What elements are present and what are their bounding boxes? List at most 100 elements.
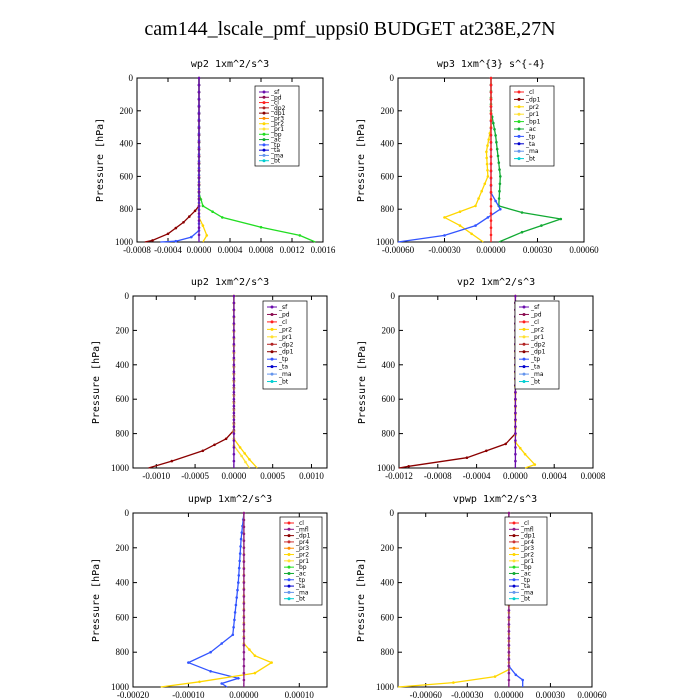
series-point-tp — [209, 670, 212, 673]
series-point-cl — [489, 212, 493, 215]
y-axis-label: Pressure [hPa] — [91, 558, 102, 642]
series-point-ac — [499, 175, 502, 178]
legend-marker — [517, 134, 521, 138]
series-point-pr2 — [248, 648, 251, 651]
series-point-sf — [232, 459, 236, 463]
panel-3: up2 1xm^2/s^3 Pressure [hPa] 0 200 400 600 800… — [91, 277, 328, 481]
panel-title: wp3 1xm^{3} s^{-4} — [437, 59, 545, 70]
series-point-sf — [197, 112, 201, 115]
series-point-sf — [197, 126, 201, 130]
series-point-mfl — [242, 678, 246, 682]
legend-marker — [270, 327, 274, 331]
legend-marker — [287, 534, 291, 538]
legend-marker — [287, 578, 291, 582]
legend-marker — [262, 122, 266, 126]
series-point-sf — [197, 140, 201, 144]
legend-marker — [522, 372, 526, 376]
series-point-sf — [232, 370, 236, 374]
series-point-mfl — [242, 657, 246, 661]
series-point-pr2 — [493, 675, 497, 678]
legend-marker — [512, 597, 516, 601]
series-point-tp — [237, 566, 241, 570]
x-tick-label: 0.0016 — [311, 245, 336, 255]
legend-entry: _bp1 — [525, 119, 541, 126]
x-tick-label: -0.00060 — [410, 690, 443, 700]
series-point-dp1 — [193, 209, 197, 213]
series-point-ac — [540, 224, 543, 227]
x-tick-label: -0.00030 — [451, 690, 484, 700]
series-point-tp — [237, 677, 240, 680]
legend-marker — [262, 153, 266, 157]
series-point-dp1 — [174, 226, 178, 230]
series-point-mfl — [242, 630, 246, 633]
legend-marker — [287, 540, 291, 544]
series-point-tp — [514, 673, 518, 677]
legend-entry: _sf — [530, 304, 540, 311]
legend-entry: _sf — [270, 89, 280, 96]
series-point-cl — [489, 190, 493, 194]
legend-entry: _pr2 — [295, 552, 309, 559]
y-tick-label: 600 — [381, 612, 395, 622]
legend-entry: _dp1 — [270, 110, 286, 117]
legend-entry: _cl — [270, 100, 279, 107]
legend-marker — [517, 142, 521, 146]
series-point-ac — [495, 140, 498, 144]
series-line-dp1 — [398, 296, 517, 469]
legend-marker — [522, 380, 526, 384]
series-point-sf — [232, 322, 236, 325]
y-tick-label: 800 — [381, 647, 395, 657]
legend-marker — [262, 90, 266, 94]
series-point-mfl — [242, 588, 246, 591]
legend-entry: _sf — [278, 304, 288, 311]
legend-marker — [512, 540, 516, 544]
series-point-pr2 — [452, 681, 455, 684]
series-point-tp — [240, 531, 244, 534]
x-tick-label: 0.0004 — [218, 245, 243, 255]
x-tick-label: 0.00000 — [476, 245, 506, 255]
series-point-pr2 — [485, 150, 488, 154]
series-point-sf — [197, 212, 201, 215]
series-point-pr2 — [270, 661, 273, 664]
legend-marker — [270, 357, 274, 361]
x-tick-label: 0.0008 — [581, 471, 606, 481]
y-tick-label: 800 — [382, 429, 396, 439]
series-point-sf — [232, 315, 236, 318]
series-point-pr2 — [458, 210, 462, 213]
x-tick-label: 0.00060 — [577, 690, 607, 700]
series-point-mfl — [242, 539, 246, 543]
panel-title: vp2 1xm^2/s^3 — [457, 277, 535, 288]
legend-marker — [517, 90, 521, 94]
x-tick-label: 0.0000 — [503, 471, 528, 481]
series-point-tp — [235, 596, 238, 599]
legend-marker — [522, 305, 526, 309]
legend-entry: _tp — [270, 142, 280, 149]
legend-marker — [522, 327, 526, 331]
series-point-tp — [499, 207, 502, 211]
legend-entry: _ac — [520, 570, 531, 577]
legend-marker — [262, 116, 266, 120]
legend-entry: _pr4 — [295, 539, 309, 546]
legend-marker — [512, 559, 516, 563]
series-point-sf — [232, 411, 236, 415]
series-point-sf — [232, 342, 236, 346]
y-tick-label: 1000 — [111, 682, 130, 692]
series-point-cl — [489, 133, 493, 137]
y-tick-label: 1000 — [377, 463, 396, 473]
y-axis-label: Pressure [hPa] — [357, 340, 368, 424]
legend-entry: _pr3 — [270, 115, 284, 122]
series-point-pr2 — [519, 446, 522, 450]
series-point-dp1 — [213, 443, 216, 447]
x-tick-label: 0.00000 — [494, 690, 524, 700]
series-point-dp1 — [151, 239, 154, 242]
series-line-pr2 — [160, 513, 274, 688]
x-tick-label: -0.0004 — [463, 471, 491, 481]
legend-entry: _dp1 — [295, 533, 311, 540]
series-point-pr1 — [244, 460, 247, 464]
legend-marker — [270, 342, 274, 346]
series-point-sf — [197, 162, 201, 165]
series-point-sf — [197, 176, 201, 180]
series-point-sf — [197, 233, 201, 237]
y-tick-label: 400 — [116, 578, 130, 588]
series-point-sf — [197, 83, 201, 87]
series-point-tp — [233, 611, 237, 614]
